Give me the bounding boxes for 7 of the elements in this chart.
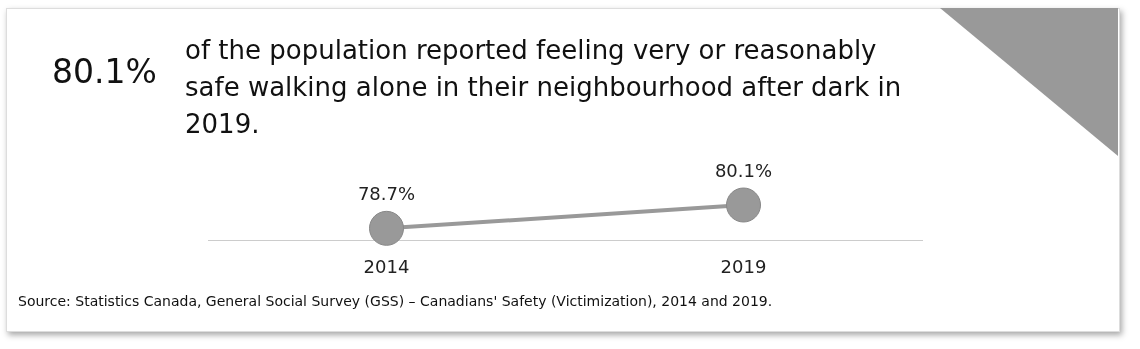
x-tick-label: 2019 <box>720 256 767 278</box>
data-label: 80.1% <box>714 159 773 181</box>
x-tick-label: 2014 <box>363 256 410 278</box>
chart-subtitle: of the population reported feeling very or reasonably safe walking alone in their neighbourhood after dark in 2019. <box>185 34 903 141</box>
source-note: Source: Statistics Canada, General Social Survey (GSS) – Canadians' Safety (Victimization), 2014 and 2019. <box>18 293 773 309</box>
chart-title: 80.1% <box>52 52 157 91</box>
data-label: 78.7% <box>357 183 416 205</box>
